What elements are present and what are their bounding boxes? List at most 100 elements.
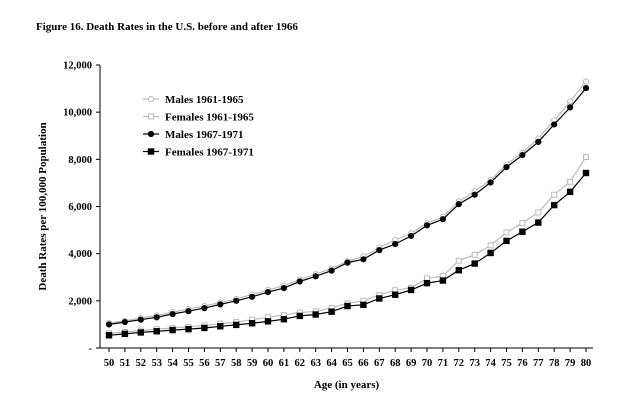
data-point-s3 xyxy=(503,237,510,245)
legend-label: Females 1961-1965 xyxy=(165,112,254,124)
x-tick-label: 72 xyxy=(454,358,465,369)
x-tick-label: 80 xyxy=(581,358,592,369)
y-axis-title: Death Rates per 100,000 Population xyxy=(37,122,49,290)
x-tick-label: 53 xyxy=(151,358,162,369)
data-point-s2 xyxy=(137,316,144,323)
data-point-s3 xyxy=(137,329,145,336)
data-point-s2 xyxy=(439,216,446,223)
x-tick-label: 50 xyxy=(104,358,115,369)
legend-label: Males 1967-1971 xyxy=(165,129,244,141)
x-tick-label: 59 xyxy=(247,358,258,369)
data-point-s3 xyxy=(328,308,335,315)
data-point-s0 xyxy=(582,78,590,85)
x-tick-label: 52 xyxy=(136,358,147,369)
y-tick-label: 10,000 xyxy=(63,108,92,119)
x-tick-label: 58 xyxy=(231,358,242,369)
data-point-s3 xyxy=(312,311,319,318)
legend-marker xyxy=(147,130,155,138)
x-tick-label: 68 xyxy=(390,358,401,369)
data-point-s1 xyxy=(583,153,589,160)
legend-label: Males 1961-1965 xyxy=(165,94,244,106)
data-point-s3 xyxy=(376,295,383,302)
x-tick-label: 74 xyxy=(485,358,496,369)
legend-marker xyxy=(147,148,155,155)
x-tick-label: 78 xyxy=(549,358,560,369)
x-tick-label: 73 xyxy=(469,358,480,369)
data-point-s3 xyxy=(105,332,113,339)
x-tick-label: 69 xyxy=(406,358,417,369)
x-tick-label: 70 xyxy=(422,358,433,369)
data-point-s3 xyxy=(519,228,526,235)
data-point-s2 xyxy=(455,201,462,208)
x-tick-label: 57 xyxy=(215,358,226,369)
data-point-s3 xyxy=(566,188,574,196)
data-point-s2 xyxy=(360,256,367,263)
data-point-s2 xyxy=(185,308,192,315)
y-tick-label: 4,000 xyxy=(68,249,92,260)
data-point-s2 xyxy=(408,232,415,240)
x-tick-label: 60 xyxy=(263,358,274,369)
data-point-s2 xyxy=(169,310,176,318)
y-tick-label: 6,000 xyxy=(68,202,92,213)
legend-marker xyxy=(147,95,155,103)
data-point-s3 xyxy=(280,316,288,323)
data-point-s3 xyxy=(407,286,415,294)
data-point-s2 xyxy=(249,293,256,300)
x-tick-label: 77 xyxy=(533,358,544,369)
data-point-s3 xyxy=(392,291,399,298)
data-point-s3 xyxy=(487,249,494,257)
data-point-s1 xyxy=(535,209,542,216)
legend-label: Females 1967-1971 xyxy=(165,147,254,159)
x-tick-label: 64 xyxy=(326,358,337,369)
data-point-s1 xyxy=(455,257,462,264)
data-point-s2 xyxy=(201,305,208,312)
data-point-s2 xyxy=(344,259,351,266)
x-tick-label: 56 xyxy=(199,358,210,369)
data-point-s2 xyxy=(535,138,542,145)
data-point-s2 xyxy=(233,297,240,304)
x-tick-label: 65 xyxy=(342,358,353,369)
x-tick-label: 75 xyxy=(501,358,512,369)
legend-marker xyxy=(148,113,154,120)
data-point-s2 xyxy=(264,289,272,296)
data-point-s2 xyxy=(487,179,494,186)
data-point-s3 xyxy=(296,312,304,320)
data-point-s2 xyxy=(280,284,287,292)
y-tick-label: - xyxy=(89,344,93,355)
data-point-s3 xyxy=(551,201,558,209)
data-point-s2 xyxy=(217,301,224,308)
x-tick-label: 71 xyxy=(438,358,449,369)
data-point-s2 xyxy=(121,318,129,326)
data-point-s3 xyxy=(535,219,542,226)
data-point-s3 xyxy=(169,326,176,334)
data-point-s3 xyxy=(423,279,431,287)
data-point-s3 xyxy=(360,301,367,309)
data-point-s3 xyxy=(582,169,590,177)
y-tick-label: 8,000 xyxy=(68,155,92,166)
data-point-s0 xyxy=(567,98,574,105)
x-tick-label: 62 xyxy=(295,358,306,369)
data-point-s3 xyxy=(201,324,208,332)
data-point-s3 xyxy=(185,325,192,333)
data-point-s2 xyxy=(312,273,319,280)
data-point-s3 xyxy=(233,321,240,329)
x-tick-label: 79 xyxy=(565,358,576,369)
data-point-s3 xyxy=(217,323,224,330)
figure-title: Figure 16. Death Rates in the U.S. befor… xyxy=(36,21,298,33)
data-point-s1 xyxy=(471,251,478,258)
y-tick-label: 12,000 xyxy=(63,61,92,72)
series-line-2 xyxy=(108,87,587,325)
data-point-s1 xyxy=(487,242,494,249)
x-tick-label: 76 xyxy=(517,358,528,369)
data-point-s2 xyxy=(503,164,510,171)
data-point-s2 xyxy=(328,267,335,274)
x-axis-title: Age (in years) xyxy=(314,379,380,391)
data-point-s2 xyxy=(153,314,160,321)
data-point-s1 xyxy=(519,220,526,227)
data-point-s2 xyxy=(471,191,478,198)
data-point-s1 xyxy=(551,191,558,198)
data-point-s2 xyxy=(519,151,526,159)
data-point-s2 xyxy=(582,85,590,92)
data-point-s1 xyxy=(503,229,510,236)
